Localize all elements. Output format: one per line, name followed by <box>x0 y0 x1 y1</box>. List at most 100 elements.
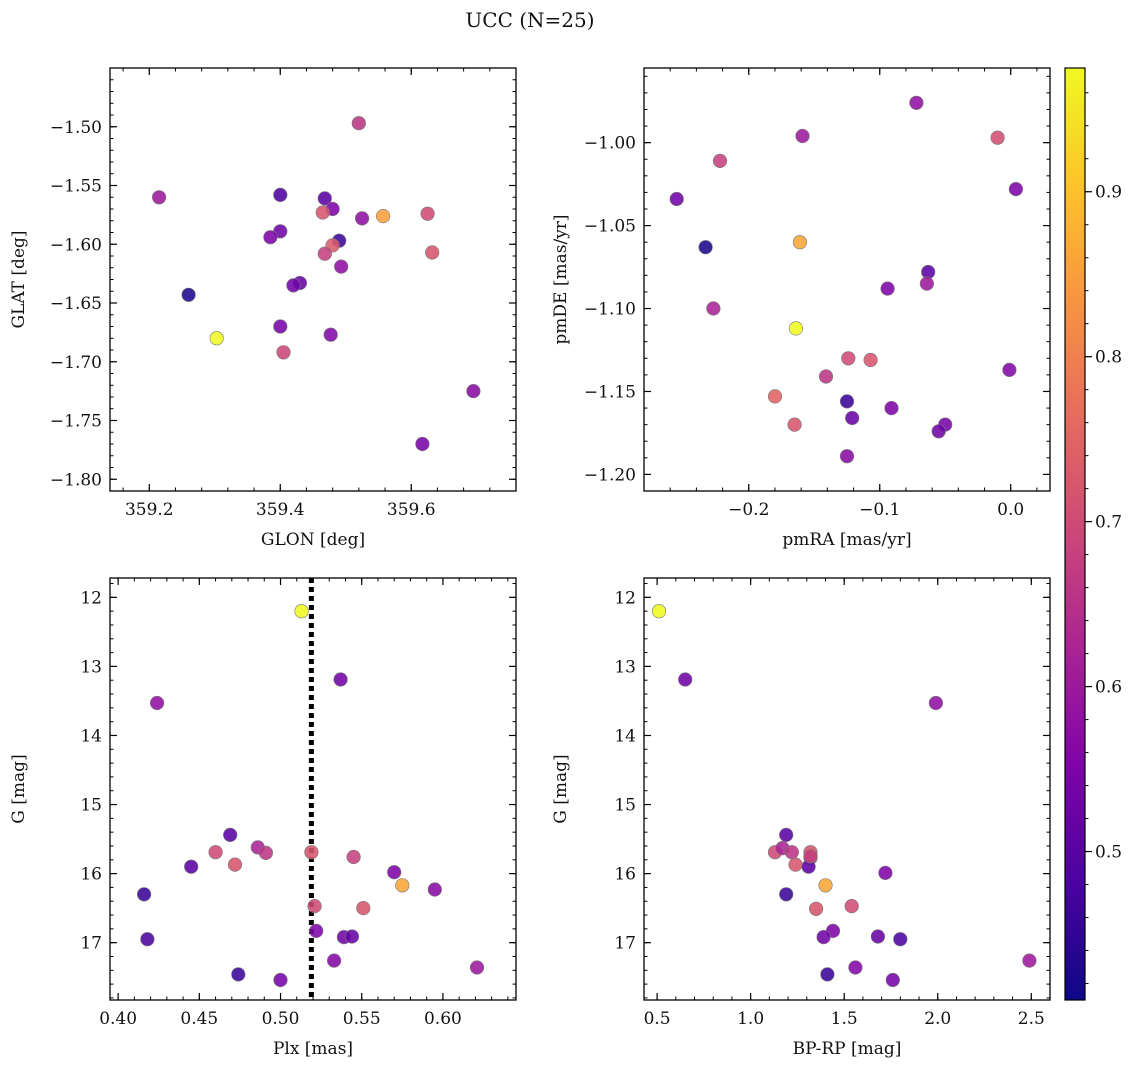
y-tick-label: 12 <box>614 588 636 608</box>
y-tick-label: −1.55 <box>50 177 102 197</box>
colorbar-tick-label: 0.5 <box>1095 843 1122 863</box>
axes-frame <box>109 67 517 492</box>
y-tick-label: −1.60 <box>50 235 102 255</box>
data-point <box>795 128 810 144</box>
colorbar-tick-label: 0.8 <box>1095 348 1122 368</box>
data-point <box>878 865 893 881</box>
data-point <box>181 287 196 302</box>
y-tick-label: 13 <box>80 657 102 677</box>
data-point <box>273 187 288 202</box>
data-point <box>767 389 783 404</box>
y-tick-label: 14 <box>614 726 636 746</box>
data-point <box>315 205 330 220</box>
data-point <box>839 394 855 409</box>
data-point <box>420 206 435 221</box>
y-axis-label: G [mag] <box>551 754 571 823</box>
data-point <box>317 191 332 206</box>
x-tick-label: 0.60 <box>424 1009 462 1029</box>
data-point <box>803 849 818 864</box>
y-axis-label: pmDE [mas/yr] <box>551 214 571 344</box>
x-tick-label: −0.1 <box>859 500 900 520</box>
x-tick-label: 0.5 <box>644 1009 671 1029</box>
data-point <box>150 695 165 711</box>
data-point <box>346 849 361 865</box>
panel-glon-glat: 359.2 359.4 359.6 −1.80 −1.75 −1.70 −1.65 −1.60… <box>9 67 517 550</box>
data-point <box>870 929 886 944</box>
y-tick-label: −1.10 <box>584 300 636 320</box>
y-tick-label: −1.50 <box>50 118 102 138</box>
data-point <box>376 209 391 224</box>
y-tick-label: −1.65 <box>50 294 102 314</box>
y-tick-label: 15 <box>614 796 636 816</box>
data-point <box>140 932 155 947</box>
y-tick-label: 12 <box>80 588 102 608</box>
x-axis-label: BP-RP [mag] <box>793 1039 902 1059</box>
data-point <box>788 321 804 336</box>
panel-pmra-pmde: −0.2 −0.1 0.0 −1.20 −1.15 −1.10 −1.05 −1.00 pmRA… <box>551 67 1051 550</box>
panel-bprp-g: 0.5 1.0 1.5 2.0 2.5 12 13 14 15 16 17 BP-RP [mag] G … <box>551 577 1051 1059</box>
y-tick-label: 15 <box>80 796 102 816</box>
x-tick-label: 0.40 <box>99 1009 137 1029</box>
data-point <box>706 301 721 316</box>
x-tick-label: 359.2 <box>125 500 174 520</box>
x-tick-label: 0.0 <box>997 500 1024 520</box>
x-tick-label: 1.0 <box>737 1009 764 1029</box>
colorbar-tick-label: 0.7 <box>1095 513 1122 533</box>
data-point <box>223 827 238 843</box>
data-point <box>788 857 803 872</box>
data-point <box>792 235 808 250</box>
data-point <box>273 319 288 334</box>
data-point <box>893 932 908 947</box>
y-tick-label: 17 <box>80 934 102 954</box>
data-point <box>919 276 935 291</box>
data-point <box>698 240 713 255</box>
data-point <box>848 960 863 975</box>
x-tick-label: 2.0 <box>924 1009 951 1029</box>
y-tick-label: 17 <box>614 934 636 954</box>
y-tick-label: −1.80 <box>50 470 102 490</box>
y-tick-label: −1.00 <box>584 134 636 154</box>
data-point <box>415 436 430 452</box>
data-point <box>323 327 338 342</box>
data-point <box>395 878 410 893</box>
data-point <box>816 929 831 945</box>
figure-title: UCC (N=25) <box>465 8 594 32</box>
x-tick-label: 0.50 <box>262 1009 300 1029</box>
data-point <box>863 352 878 368</box>
data-point <box>317 246 332 261</box>
data-point <box>712 153 728 168</box>
x-tick-label: 1.5 <box>831 1009 858 1029</box>
data-point <box>351 116 366 131</box>
y-tick-label: −1.05 <box>584 217 636 237</box>
data-point <box>669 191 684 207</box>
data-point <box>425 245 440 260</box>
data-point <box>990 130 1005 145</box>
data-point <box>309 923 324 939</box>
y-tick-label: 13 <box>614 657 636 677</box>
data-point <box>387 865 402 880</box>
data-point <box>227 857 243 872</box>
data-point <box>839 449 855 464</box>
data-point <box>209 331 224 346</box>
data-point <box>845 410 860 426</box>
data-point <box>184 859 199 874</box>
x-axis-label: Plx [mas] <box>273 1039 353 1059</box>
axes-frame <box>643 577 1051 1001</box>
y-tick-label: 16 <box>614 865 636 885</box>
data-point <box>928 695 944 711</box>
data-point <box>678 672 693 687</box>
data-point <box>784 845 799 860</box>
data-point <box>334 259 349 274</box>
data-point <box>427 882 442 897</box>
data-point <box>152 190 167 205</box>
data-point <box>787 417 802 432</box>
y-tick-label: 14 <box>80 726 102 746</box>
x-tick-label: 359.4 <box>256 500 305 520</box>
y-axis-label: G [mag] <box>9 754 29 823</box>
data-point <box>841 351 856 366</box>
panel-plx-g: 0.40 0.45 0.50 0.55 0.60 12 13 14 15 16 17 Plx [mas… <box>9 577 517 1059</box>
data-point <box>818 878 833 893</box>
data-point <box>327 953 342 968</box>
data-point <box>844 898 859 914</box>
